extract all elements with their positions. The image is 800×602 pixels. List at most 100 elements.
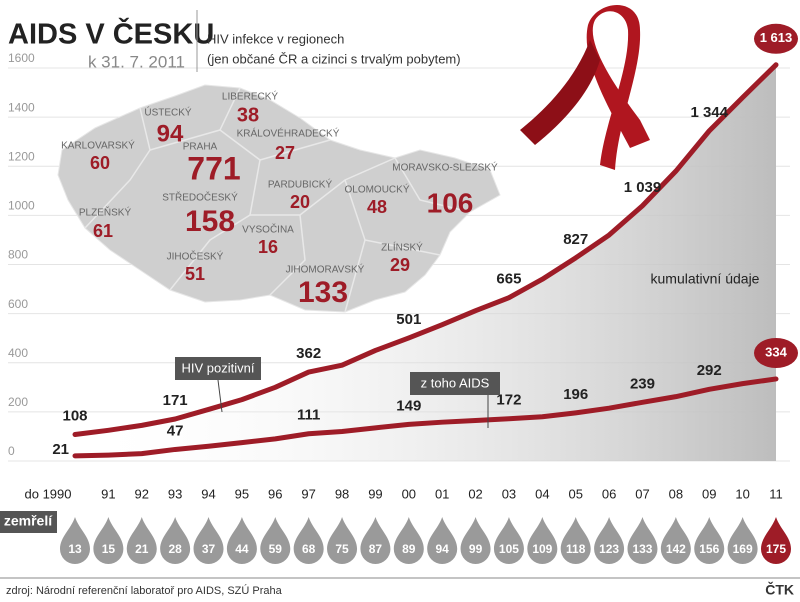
region-name: LIBERECKÝ bbox=[222, 90, 278, 103]
death-value: 68 bbox=[302, 542, 316, 556]
region-name: KRÁLOVÉHRADECKÝ bbox=[237, 127, 340, 140]
value-label: 149 bbox=[396, 397, 421, 414]
region-value: 94 bbox=[157, 120, 184, 147]
region-value: 51 bbox=[185, 264, 205, 284]
value-label: 108 bbox=[62, 407, 87, 424]
map bbox=[57, 84, 501, 313]
death-drop bbox=[327, 517, 358, 565]
death-drop bbox=[560, 517, 591, 565]
death-drop bbox=[226, 517, 257, 565]
death-value: 87 bbox=[369, 542, 383, 556]
value-label: 171 bbox=[163, 392, 188, 409]
x-tick-label: 03 bbox=[502, 486, 516, 501]
death-drop bbox=[594, 517, 625, 565]
death-drop bbox=[193, 517, 224, 565]
death-value: 123 bbox=[599, 542, 619, 556]
death-value: 169 bbox=[733, 542, 753, 556]
death-drop bbox=[660, 517, 691, 565]
death-drop bbox=[260, 517, 291, 565]
region-name: JIHOČESKÝ bbox=[167, 250, 224, 263]
x-tick-label: 96 bbox=[268, 486, 282, 501]
callout-line bbox=[217, 379, 223, 413]
y-tick-label: 1400 bbox=[8, 100, 35, 114]
death-value: 118 bbox=[566, 542, 586, 556]
map-subtitle: (jen občané ČR a cizinci s trvalým pobyt… bbox=[207, 51, 461, 66]
death-drop bbox=[293, 517, 324, 565]
death-value: 94 bbox=[436, 542, 450, 556]
death-drop bbox=[527, 517, 558, 565]
x-tick-label: 00 bbox=[402, 486, 416, 501]
x-tick-label: 97 bbox=[301, 486, 315, 501]
value-label: 1 613 bbox=[760, 30, 793, 45]
death-value: 156 bbox=[699, 542, 719, 556]
x-tick-label: 95 bbox=[235, 486, 249, 501]
region-value: 106 bbox=[427, 187, 474, 218]
x-tick-label: 06 bbox=[602, 486, 616, 501]
death-value: 99 bbox=[469, 542, 483, 556]
value-label: 292 bbox=[697, 362, 722, 379]
x-tick-label: 11 bbox=[769, 486, 783, 501]
value-label: 665 bbox=[496, 271, 521, 288]
x-tick-label: 05 bbox=[568, 486, 582, 501]
value-label: 1 344 bbox=[690, 104, 728, 121]
region-name: ÚSTECKÝ bbox=[144, 106, 192, 119]
death-drop bbox=[360, 517, 391, 565]
series-name: HIV pozitivní bbox=[182, 360, 255, 375]
region-value: 27 bbox=[275, 143, 295, 163]
death-value: 109 bbox=[532, 542, 552, 556]
death-drop bbox=[93, 517, 124, 565]
x-tick-label: do 1990 bbox=[25, 486, 72, 501]
death-drop bbox=[761, 517, 791, 564]
death-value: 59 bbox=[269, 542, 283, 556]
callout-box bbox=[410, 372, 500, 395]
value-label: 501 bbox=[396, 311, 421, 328]
region-name: STŘEDOČESKÝ bbox=[162, 191, 238, 204]
region-value: 771 bbox=[187, 150, 240, 186]
x-tick-label: 99 bbox=[368, 486, 382, 501]
death-drop bbox=[160, 517, 191, 565]
series-line bbox=[72, 62, 779, 437]
region-value: 60 bbox=[90, 153, 110, 173]
x-tick-label: 94 bbox=[201, 486, 215, 501]
region-name: PLZEŇSKÝ bbox=[79, 206, 132, 219]
death-drop bbox=[60, 517, 90, 564]
death-value: 105 bbox=[499, 542, 519, 556]
death-value: 89 bbox=[402, 542, 416, 556]
y-tick-label: 800 bbox=[8, 248, 28, 262]
death-drop bbox=[126, 517, 157, 565]
value-label: 21 bbox=[52, 441, 69, 458]
region-name: KARLOVARSKÝ bbox=[61, 139, 135, 152]
y-tick-label: 400 bbox=[8, 346, 28, 360]
y-tick-label: 1200 bbox=[8, 149, 35, 163]
y-tick-label: 1000 bbox=[8, 199, 35, 213]
series-line bbox=[72, 376, 779, 459]
death-value: 28 bbox=[168, 542, 182, 556]
plot: do 1990 91 92 93 94 95 96 97 98 99 00 01 02 03 04 05 06 0… bbox=[25, 23, 798, 501]
drops: 13 15 21 28 37 44 59 68 75 87 89 94 99 105 109 118 123 13… bbox=[60, 517, 791, 565]
annotation: kumulativní údaje bbox=[651, 271, 760, 287]
region-name: OLOMOUCKÝ bbox=[344, 183, 409, 196]
death-drop bbox=[393, 517, 424, 565]
region-name: PARDUBICKÝ bbox=[268, 178, 333, 191]
region-value: 133 bbox=[298, 276, 348, 309]
death-value: 44 bbox=[235, 542, 249, 556]
y-tick-label: 200 bbox=[8, 395, 28, 409]
region-value: 20 bbox=[290, 192, 310, 212]
x-tick-label: 09 bbox=[702, 486, 716, 501]
death-value: 175 bbox=[766, 542, 786, 556]
deaths-label: zemřelí bbox=[4, 513, 53, 529]
death-value: 142 bbox=[666, 542, 686, 556]
region-value: 38 bbox=[237, 104, 259, 126]
death-value: 75 bbox=[335, 542, 349, 556]
badge bbox=[754, 337, 798, 368]
region-name: VYSOČINA bbox=[242, 223, 294, 236]
x-tick-label: 10 bbox=[735, 486, 749, 501]
x-tick-label: 91 bbox=[101, 486, 115, 501]
value-label: 827 bbox=[563, 231, 588, 248]
death-drop bbox=[493, 517, 524, 565]
value-label: 111 bbox=[297, 407, 320, 424]
x-tick-label: 92 bbox=[135, 486, 149, 501]
region-value: 48 bbox=[367, 197, 387, 217]
death-drop bbox=[727, 517, 758, 565]
